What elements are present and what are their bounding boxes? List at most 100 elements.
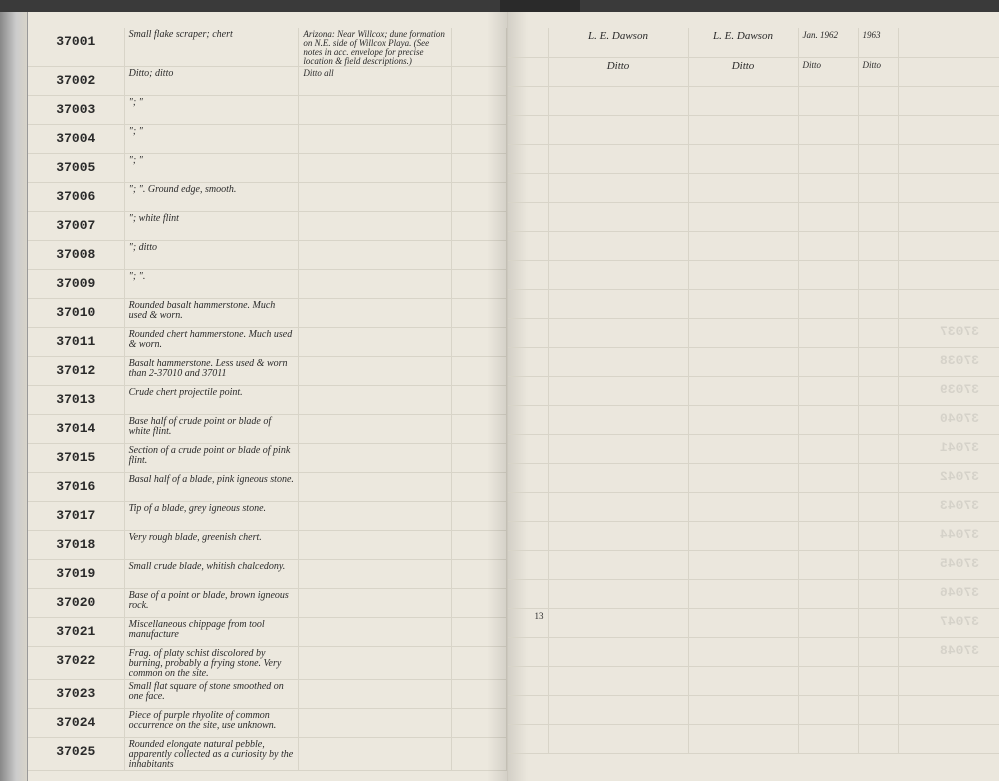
- table-row: 37002Ditto; dittoDitto all: [28, 67, 507, 96]
- table-row: 37009"; ".: [28, 270, 507, 299]
- bleed-through-id: 37046: [940, 585, 979, 600]
- location-cell: [299, 560, 452, 589]
- table-row: [508, 260, 999, 289]
- year-cell: [858, 521, 898, 550]
- location-cell: [299, 589, 452, 618]
- count-cell: [508, 376, 548, 405]
- count-cell: [508, 144, 548, 173]
- location-cell: [299, 212, 452, 241]
- donor-cell: [688, 492, 798, 521]
- donor-cell: [688, 318, 798, 347]
- blank-cell: [898, 666, 999, 695]
- date-cell: [798, 724, 858, 753]
- table-row: [508, 173, 999, 202]
- description-cell: Base half of crude point or blade of whi…: [124, 415, 299, 444]
- bleed-through-id: 37040: [940, 411, 979, 426]
- table-row: [508, 115, 999, 144]
- table-row: 37006"; ". Ground edge, smooth.: [28, 183, 507, 212]
- collector-cell: [548, 724, 688, 753]
- date-cell: [798, 173, 858, 202]
- collector-cell: [548, 579, 688, 608]
- table-row: 37003"; ": [28, 96, 507, 125]
- count-cell: [508, 666, 548, 695]
- table-row: 37005"; ": [28, 154, 507, 183]
- description-cell: "; white flint: [124, 212, 299, 241]
- ledger-book: 37001Small flake scraper; chertArizona: …: [0, 12, 999, 781]
- blank-cell: [898, 231, 999, 260]
- year-cell: [858, 260, 898, 289]
- location-cell: [299, 386, 452, 415]
- donor-cell: [688, 724, 798, 753]
- description-cell: "; ditto: [124, 241, 299, 270]
- catalog-id: 37016: [28, 473, 124, 502]
- count-cell: [508, 318, 548, 347]
- date-cell: [798, 86, 858, 115]
- year-cell: [858, 463, 898, 492]
- blank-cell: [898, 202, 999, 231]
- table-row: L. E. DawsonL. E. DawsonJan. 19621963: [508, 28, 999, 57]
- blank-cell: [898, 144, 999, 173]
- table-row: [508, 231, 999, 260]
- date-cell: [798, 521, 858, 550]
- catalog-id: 37013: [28, 386, 124, 415]
- donor-cell: [688, 608, 798, 637]
- count-cell: [508, 173, 548, 202]
- date-cell: [798, 318, 858, 347]
- date-cell: [798, 550, 858, 579]
- date-cell: Ditto: [798, 57, 858, 86]
- description-cell: Frag. of platy schist discolored by burn…: [124, 647, 299, 680]
- table-row: [508, 405, 999, 434]
- count-cell: [508, 492, 548, 521]
- table-row: 37007"; white flint: [28, 212, 507, 241]
- year-cell: 1963: [858, 28, 898, 57]
- collector-cell: [548, 666, 688, 695]
- table-row: 37022Frag. of platy schist discolored by…: [28, 647, 507, 680]
- collector-cell: [548, 637, 688, 666]
- catalog-id: 37007: [28, 212, 124, 241]
- catalog-id: 37004: [28, 125, 124, 154]
- location-cell: [299, 502, 452, 531]
- donor-cell: [688, 521, 798, 550]
- count-cell: [508, 637, 548, 666]
- count-cell: [508, 405, 548, 434]
- donor-cell: [688, 434, 798, 463]
- page-tab: [500, 0, 580, 12]
- blank-cell: [898, 28, 999, 57]
- location-cell: [299, 444, 452, 473]
- donor-cell: [688, 115, 798, 144]
- ledger-table-left: 37001Small flake scraper; chertArizona: …: [28, 28, 507, 771]
- table-row: [508, 637, 999, 666]
- year-cell: [858, 579, 898, 608]
- table-row: [508, 463, 999, 492]
- date-cell: [798, 202, 858, 231]
- catalog-id: 37024: [28, 709, 124, 738]
- date-cell: [798, 347, 858, 376]
- catalog-id: 37002: [28, 67, 124, 96]
- donor-cell: [688, 405, 798, 434]
- collector-cell: [548, 405, 688, 434]
- date-cell: [798, 463, 858, 492]
- count-cell: [508, 231, 548, 260]
- right-page: L. E. DawsonL. E. DawsonJan. 19621963Dit…: [508, 12, 999, 781]
- location-cell: [299, 647, 452, 680]
- catalog-id: 37015: [28, 444, 124, 473]
- location-cell: [299, 738, 452, 771]
- collector-cell: [548, 144, 688, 173]
- left-page: 37001Small flake scraper; chertArizona: …: [28, 12, 508, 781]
- location-cell: [299, 183, 452, 212]
- count-cell: [508, 463, 548, 492]
- bleed-through-id: 37037: [940, 324, 979, 339]
- description-cell: Very rough blade, greenish chert.: [124, 531, 299, 560]
- table-row: 37001Small flake scraper; chertArizona: …: [28, 28, 507, 67]
- catalog-id: 37025: [28, 738, 124, 771]
- table-row: 37016Basal half of a blade, pink igneous…: [28, 473, 507, 502]
- year-cell: [858, 405, 898, 434]
- table-row: [508, 666, 999, 695]
- table-row: 37015Section of a crude point or blade o…: [28, 444, 507, 473]
- date-cell: [798, 434, 858, 463]
- donor-cell: [688, 231, 798, 260]
- table-row: [508, 695, 999, 724]
- catalog-id: 37001: [28, 28, 124, 67]
- collector-cell: [548, 260, 688, 289]
- donor-cell: [688, 550, 798, 579]
